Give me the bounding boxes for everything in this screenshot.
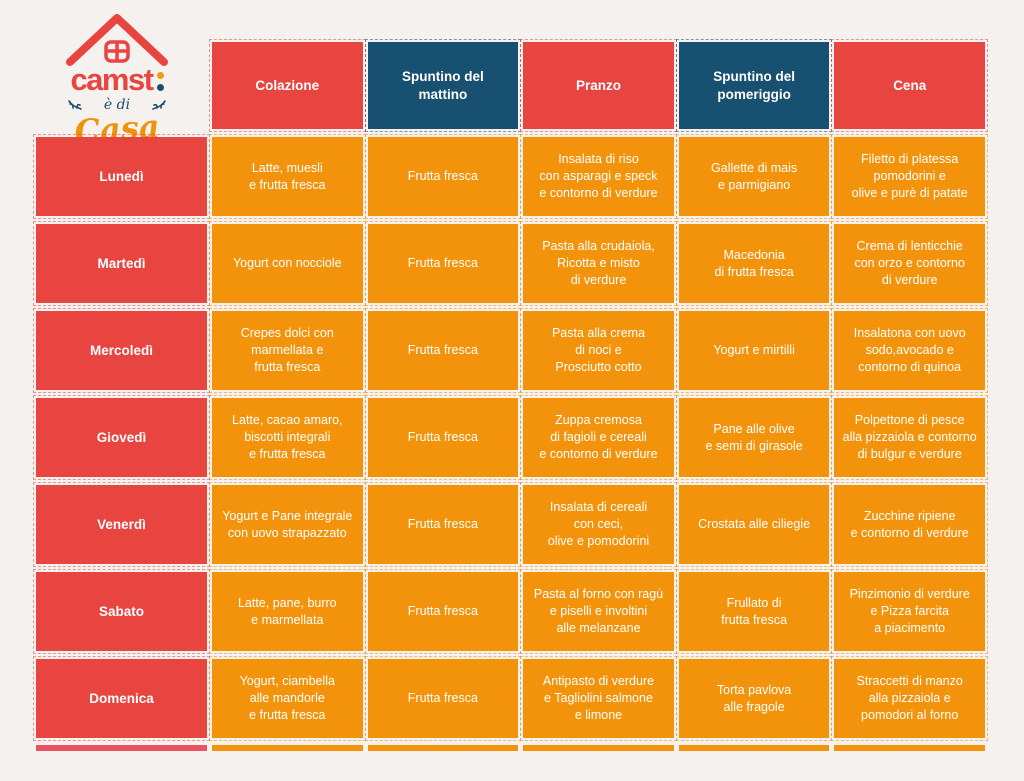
meal-cell: Frullato di frutta fresca	[675, 569, 833, 654]
meal-cell: Crepes dolci con marmellata e frutta fre…	[209, 308, 366, 393]
column-header-colazione: Colazione	[209, 39, 366, 132]
meal-cell: Polpettone di pesce alla pizzaiola e con…	[831, 395, 988, 480]
meal-cell: Yogurt e Pane integrale con uovo strapaz…	[209, 482, 366, 567]
day-cell-giovedi: Giovedì	[33, 395, 210, 480]
weekly-menu-table: Colazione Spuntino del mattino Pranzo Sp…	[33, 39, 988, 741]
meal-cell: Latte, pane, burro e marmellata	[209, 569, 366, 654]
tagline-text: è di	[103, 97, 131, 113]
meal-cell: Frutta fresca	[364, 134, 522, 219]
meal-cell: Macedonia di frutta fresca	[675, 221, 833, 306]
meal-cell: Latte, cacao amaro, biscotti integrali e…	[209, 395, 366, 480]
brand-colon-icon	[156, 67, 164, 93]
meal-cell: Zucchine ripiene e contorno di verdure	[831, 482, 988, 567]
day-cell-sabato: Sabato	[33, 569, 210, 654]
day-cell-domenica: Domenica	[33, 656, 210, 741]
day-cell-mercoledi: Mercoledì	[33, 308, 210, 393]
meal-cell: Crostata alle ciliegie	[675, 482, 833, 567]
meal-cell: Yogurt e mirtilli	[675, 308, 833, 393]
meal-cell: Pinzimonio di verdure e Pizza farcita a …	[831, 569, 988, 654]
meal-cell: Pane alle olive e semi di girasole	[675, 395, 833, 480]
leaf-left-icon	[68, 100, 82, 110]
meal-cell: Filetto di platessa pomodorini e olive e…	[831, 134, 988, 219]
meal-cell: Yogurt, ciambella alle mandorle e frutta…	[209, 656, 366, 741]
meal-cell: Frutta fresca	[364, 482, 522, 567]
meal-cell: Insalata di cereali con ceci, olive e po…	[520, 482, 677, 567]
meal-cell: Frutta fresca	[364, 221, 522, 306]
meal-cell: Frutta fresca	[364, 308, 522, 393]
meal-cell: Zuppa cremosa di fagioli e cereali e con…	[520, 395, 677, 480]
column-header-cena: Cena	[831, 39, 988, 132]
meal-cell: Insalatona con uovo sodo,avocado e conto…	[831, 308, 988, 393]
column-header-spuntino-pomeriggio: Spuntino del pomeriggio	[675, 39, 833, 132]
meal-cell: Frutta fresca	[364, 656, 522, 741]
meal-cell: Insalata di riso con asparagi e speck e …	[520, 134, 677, 219]
house-roof-icon	[66, 14, 168, 66]
day-cell-venerdi: Venerdì	[33, 482, 210, 567]
column-header-pranzo: Pranzo	[520, 39, 677, 132]
day-cell-martedi: Martedì	[33, 221, 210, 306]
header-spacer	[36, 42, 207, 129]
meal-cell: Antipasto di verdure e Tagliolini salmon…	[520, 656, 677, 741]
meal-cell: Yogurt con nocciole	[209, 221, 366, 306]
meal-cell: Pasta alla crema di noci e Prosciutto co…	[520, 308, 677, 393]
meal-cell: Crema di lenticchie con orzo e contorno …	[831, 221, 988, 306]
leaf-right-icon	[152, 100, 166, 110]
meal-cell: Latte, muesli e frutta fresca	[209, 134, 366, 219]
meal-cell: Frutta fresca	[364, 395, 522, 480]
meal-cell: Gallette di mais e parmigiano	[675, 134, 833, 219]
column-header-spuntino-mattino: Spuntino del mattino	[364, 39, 522, 132]
meal-cell: Straccetti di manzo alla pizzaiola e pom…	[831, 656, 988, 741]
camst-logo: camst è di Casa	[52, 10, 182, 151]
meal-cell: Torta pavlova alle fragole	[675, 656, 833, 741]
meal-cell: Pasta al forno con ragù e piselli e invo…	[520, 569, 677, 654]
meal-cell: Frutta fresca	[364, 569, 522, 654]
next-row-sliver	[36, 745, 985, 751]
brand-wordmark: camst	[70, 62, 154, 97]
meal-cell: Pasta alla crudaiola, Ricotta e misto di…	[520, 221, 677, 306]
day-cell-lunedi: Lunedì	[33, 134, 210, 219]
